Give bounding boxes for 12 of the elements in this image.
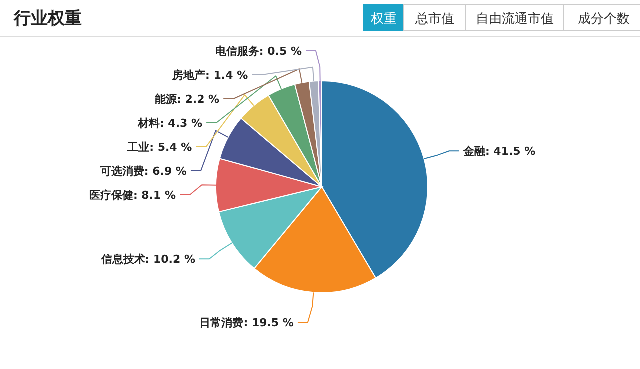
data-label: 日常消费: 19.5 % — [200, 316, 294, 330]
tabs: 权重 总市值 自由流通市值 成分个数 — [364, 4, 640, 32]
data-label: 金融: 41.5 % — [463, 145, 536, 158]
title: 行业权重 — [14, 9, 82, 29]
data-label: 能源: 2.2 % — [155, 93, 220, 106]
data-label: 房地产: 1.4 % — [172, 69, 248, 82]
data-label: 电信服务: 0.5 % — [215, 45, 302, 58]
data-label: 医疗保健: 8.1 % — [89, 189, 176, 202]
data-label: 信息技术: 10.2 % — [101, 253, 196, 266]
data-label: 可选消费: 6.9 % — [100, 165, 187, 178]
data-label: 工业: 5.4 % — [128, 141, 192, 154]
data-label: 材料: 4.3 % — [138, 117, 203, 130]
